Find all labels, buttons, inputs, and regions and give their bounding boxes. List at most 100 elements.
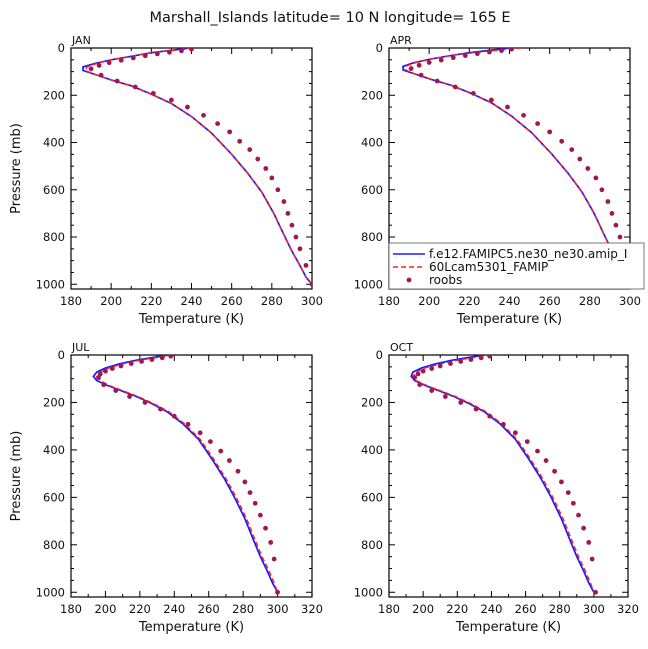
- x-tick-label: 320: [617, 602, 639, 616]
- obs-point: [617, 234, 623, 240]
- y-tick-label: 400: [361, 136, 383, 150]
- obs-point: [500, 421, 506, 427]
- obs-point: [208, 439, 213, 444]
- obs-point: [159, 355, 165, 361]
- obs-point: [185, 104, 190, 110]
- legend-label: 60Lcam5301_FAMIP: [429, 260, 548, 274]
- y-tick-label: 1000: [354, 585, 383, 599]
- obs-point: [227, 129, 233, 135]
- obs-point: [473, 406, 479, 412]
- panel-label: APR: [390, 34, 412, 47]
- obs-point: [130, 55, 136, 61]
- obs-point: [201, 112, 206, 118]
- obs-point: [565, 490, 571, 496]
- obs-point: [285, 210, 291, 216]
- obs-point: [429, 366, 435, 371]
- x-tick-label: 200: [418, 294, 440, 308]
- x-tick-label: 240: [181, 294, 203, 308]
- obs-point: [535, 121, 541, 127]
- obs-point: [487, 49, 492, 55]
- y-tick-label: 200: [43, 395, 65, 409]
- x-tick-label: 300: [301, 294, 323, 308]
- obs-point: [487, 413, 493, 419]
- obs-point: [416, 62, 422, 68]
- obs-point: [139, 359, 144, 364]
- obs-point: [593, 589, 598, 595]
- obs-point: [132, 84, 138, 90]
- obs-point: [150, 90, 156, 96]
- y-tick-label: 800: [43, 538, 65, 552]
- obs-point: [458, 400, 464, 405]
- y-tick-label: 0: [58, 348, 65, 362]
- obs-point: [452, 84, 458, 90]
- x-tick-label: 200: [412, 602, 434, 616]
- x-axis-label: Temperature (K): [456, 312, 562, 327]
- obs-point: [438, 57, 444, 63]
- x-tick-label: 300: [267, 602, 289, 616]
- obs-point: [169, 97, 174, 103]
- obs-point: [415, 371, 421, 377]
- obs-point: [417, 382, 423, 388]
- obs-point: [468, 357, 474, 362]
- series-line-cam5301: [84, 48, 312, 285]
- obs-point: [98, 72, 104, 78]
- obs-point: [297, 246, 303, 252]
- obs-point: [450, 55, 456, 61]
- obs-point: [171, 413, 177, 419]
- obs-point: [559, 479, 564, 485]
- obs-point: [605, 199, 611, 204]
- series-group: [410, 355, 598, 595]
- panel-jul: JUL 180 200 220 240 260 280 300 320 0 200 400 600 800…: [9, 341, 323, 635]
- x-tick-label: 280: [232, 602, 254, 616]
- x-tick-label: 260: [221, 294, 243, 308]
- obs-point: [535, 448, 540, 454]
- obs-point: [589, 556, 595, 562]
- obs-point: [257, 512, 263, 518]
- legend-label: f.e12.FAMIPC5.ne30_ne30.amip_I: [429, 247, 627, 261]
- legend: f.e12.FAMIPC5.ne30_ne30.amip_I60Lcam5301…: [388, 242, 645, 290]
- obs-point: [458, 359, 464, 364]
- obs-point: [197, 430, 203, 436]
- legend-box: [388, 242, 645, 290]
- obs-point: [109, 366, 115, 371]
- y-tick-label: 600: [43, 183, 65, 197]
- x-tick-label: 260: [515, 602, 537, 616]
- x-tick-label: 180: [378, 602, 400, 616]
- panel-oct: OCT 180 200 220 240 260 280 300 320 0 200 400 600 800…: [354, 341, 639, 635]
- obs-point: [412, 375, 418, 380]
- plot-frame: [70, 47, 313, 290]
- obs-point: [167, 49, 172, 55]
- obs-point: [118, 57, 124, 63]
- obs-point: [512, 430, 518, 436]
- obs-point: [268, 540, 274, 545]
- obs-point: [487, 355, 493, 359]
- obs-point: [113, 388, 119, 393]
- obs-point: [185, 421, 191, 427]
- obs-point: [154, 51, 160, 57]
- obs-point: [524, 439, 530, 444]
- x-tick-label: 220: [446, 602, 468, 616]
- series-group: [402, 48, 630, 285]
- panel-label: OCT: [390, 341, 413, 354]
- obs-point: [114, 78, 120, 84]
- obs-point: [142, 400, 148, 405]
- obs-point: [118, 363, 124, 369]
- y-tick-label: 0: [376, 41, 383, 55]
- obs-point: [275, 589, 280, 595]
- obs-point: [559, 138, 565, 144]
- x-tick-label: 300: [583, 602, 605, 616]
- obs-point: [142, 53, 148, 59]
- x-tick-label: 240: [163, 602, 185, 616]
- x-tick-label: 180: [378, 294, 400, 308]
- obs-point: [309, 281, 312, 287]
- x-tick-label: 180: [60, 602, 82, 616]
- obs-point: [263, 525, 268, 531]
- obs-point: [470, 90, 476, 96]
- x-tick-label: 200: [100, 294, 122, 308]
- x-tick-label: 240: [480, 602, 502, 616]
- figure-title: Marshall_Islands latitude= 10 N longitud…: [149, 10, 510, 26]
- series-group: [92, 355, 280, 595]
- obs-point: [255, 156, 261, 162]
- obs-point: [437, 363, 443, 369]
- obs-point: [189, 48, 194, 52]
